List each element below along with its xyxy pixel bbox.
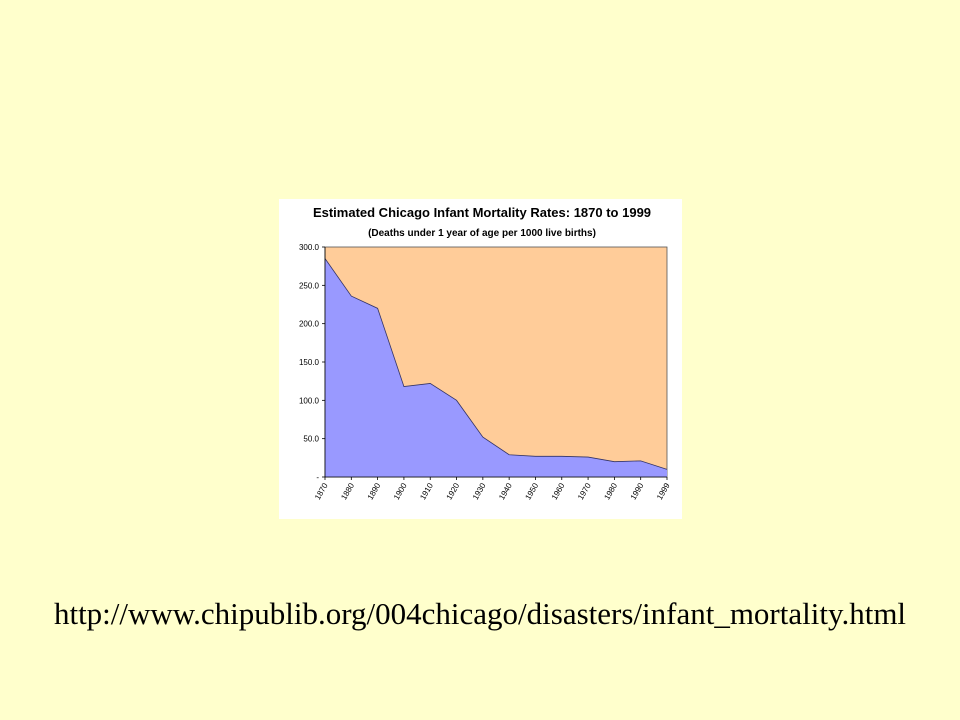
x-tick-label: 1900 bbox=[392, 481, 409, 501]
source-url[interactable]: http://www.chipublib.org/004chicago/disa… bbox=[53, 596, 907, 631]
y-tick-label: 250.0 bbox=[299, 281, 320, 290]
x-tick-label: 1950 bbox=[524, 481, 541, 501]
y-tick-label: 100.0 bbox=[299, 396, 320, 405]
x-tick-label: 1930 bbox=[471, 481, 488, 501]
y-tick-label: 300.0 bbox=[299, 243, 320, 252]
x-tick-label: 1880 bbox=[339, 481, 356, 501]
chart-title: Estimated Chicago Infant Mortality Rates… bbox=[313, 205, 651, 220]
x-tick-label: 1890 bbox=[366, 481, 383, 501]
x-tick-label: 1960 bbox=[550, 481, 567, 501]
y-axis: - 50.0 100.0 150.0 200.0 250.0 300.0 bbox=[299, 243, 326, 482]
y-tick-label: 200.0 bbox=[299, 320, 320, 329]
infant-mortality-chart: Estimated Chicago Infant Mortality Rates… bbox=[299, 205, 672, 501]
x-tick-label: 1970 bbox=[576, 481, 593, 501]
x-tick-label: 1940 bbox=[497, 481, 514, 501]
x-tick-label: 1910 bbox=[418, 481, 435, 501]
series-area bbox=[325, 258, 667, 477]
x-tick-label: 1870 bbox=[313, 481, 330, 501]
y-tick-label: 150.0 bbox=[299, 358, 320, 367]
y-tick-label: 50.0 bbox=[303, 435, 319, 444]
x-tick-label: 1920 bbox=[445, 481, 462, 501]
chart-figure: Estimated Chicago Infant Mortality Rates… bbox=[279, 199, 682, 519]
x-axis: 1870 1880 1890 1900 1910 1920 1930 1940 1950 1960… bbox=[313, 476, 672, 501]
chart-subtitle: (Deaths under 1 year of age per 1000 liv… bbox=[368, 228, 596, 239]
x-tick-label: 1980 bbox=[602, 481, 619, 501]
y-tick-label: - bbox=[316, 473, 319, 482]
x-tick-label: 1999 bbox=[655, 481, 672, 501]
x-tick-label: 1990 bbox=[629, 481, 646, 501]
series-line bbox=[324, 258, 668, 470]
